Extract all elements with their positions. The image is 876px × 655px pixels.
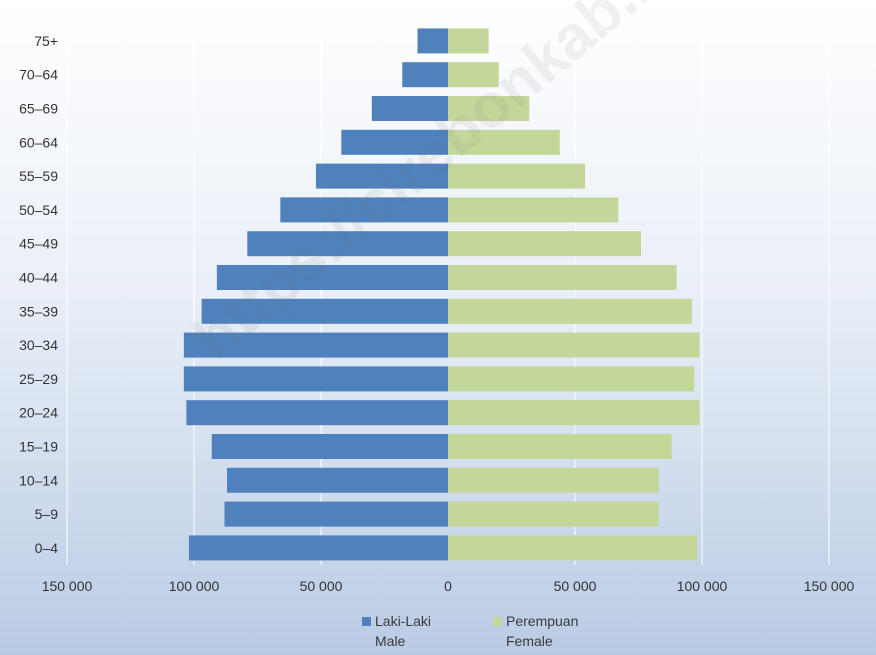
y-tick-label: 5–9 [35, 506, 59, 522]
bar-female [448, 332, 700, 358]
bar-female [448, 28, 489, 54]
bar-male [188, 535, 449, 561]
y-tick-label: 10–14 [19, 472, 58, 488]
bar-female [448, 197, 619, 223]
bar-male [183, 332, 448, 358]
y-tick-label: 15–19 [19, 439, 58, 455]
y-tick-label: 25–29 [19, 371, 58, 387]
legend-item-female: Perempuan Female [493, 611, 578, 651]
y-tick-label: 50–54 [19, 202, 58, 218]
y-tick-label: 70–64 [19, 67, 58, 83]
bar-female [448, 265, 677, 290]
x-tick-label: 150 000 [804, 578, 855, 594]
y-tick-label: 55–59 [19, 168, 58, 184]
bar-female [448, 96, 530, 121]
legend-label-female: Perempuan [506, 613, 579, 629]
bar-female [448, 535, 697, 561]
bar-female [448, 163, 586, 189]
bar-female [448, 129, 560, 155]
bar-female [448, 231, 642, 257]
y-tick-label: 20–24 [19, 405, 58, 421]
bar-female [448, 501, 659, 527]
legend-label-female-en: Female [506, 633, 553, 649]
bar-male [417, 28, 448, 54]
legend-label-male: Laki-Laki [375, 613, 432, 629]
y-tick-label: 40–44 [19, 270, 58, 286]
y-tick-label: 0–4 [35, 540, 59, 556]
legend-label-male-en: Male [375, 633, 406, 649]
y-tick-label: 45–49 [19, 236, 58, 252]
legend-item-male: Laki-Laki Male [362, 611, 431, 651]
y-tick-label: 35–39 [19, 303, 58, 319]
bar-male [201, 298, 448, 324]
y-tick-label: 75+ [34, 33, 58, 49]
x-axis-labels: 150 000 100 000 50 000 0 50 000 100 000 150 00… [42, 578, 855, 594]
bar-male [183, 366, 448, 392]
legend-swatch-female [493, 617, 502, 626]
x-tick-label: 100 000 [169, 578, 220, 594]
bar-male [247, 231, 448, 257]
bar-male [315, 163, 448, 189]
legend: Laki-Laki Male Perempuan Female [0, 611, 876, 655]
x-tick-label: 150 000 [42, 578, 93, 594]
y-tick-label: 65–69 [19, 101, 58, 117]
bar-male [341, 129, 448, 155]
bar-female [448, 62, 499, 88]
grid-lines [66, 24, 830, 565]
bar-male [224, 501, 448, 527]
bars-group [183, 28, 700, 561]
bar-female [448, 400, 700, 426]
bar-male [216, 265, 448, 290]
y-axis-labels: 75+ 70–64 65–69 60–64 55–59 50–54 45–49 40–44 35… [19, 33, 58, 556]
bar-male [211, 434, 448, 459]
bar-male [227, 467, 448, 493]
bar-male [186, 400, 448, 426]
bar-male [371, 96, 448, 121]
bar-male [402, 62, 448, 88]
x-tick-label: 100 000 [677, 578, 728, 594]
bar-female [448, 298, 692, 324]
bar-male [280, 197, 448, 223]
y-tick-label: 60–64 [19, 134, 58, 150]
bar-female [448, 467, 659, 493]
x-tick-label: 50 000 [554, 578, 597, 594]
legend-swatch-male [362, 617, 371, 626]
bar-female [448, 434, 672, 459]
x-tick-label: 50 000 [300, 578, 343, 594]
x-tick-label: 0 [444, 578, 452, 594]
population-pyramid-chart: 75+ 70–64 65–69 60–64 55–59 50–54 45–49 40–44 35… [19, 24, 855, 594]
y-tick-label: 30–34 [19, 337, 58, 353]
bar-female [448, 366, 695, 392]
